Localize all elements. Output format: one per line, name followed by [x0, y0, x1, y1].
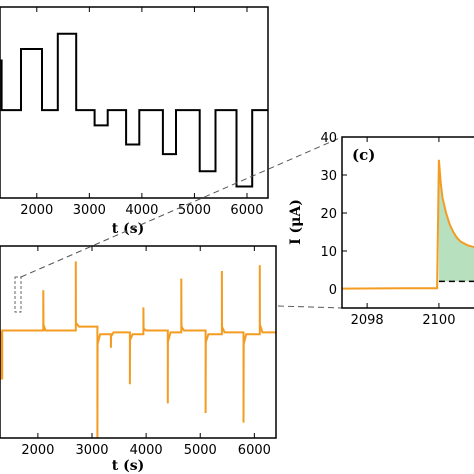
zoom-connector-top — [20, 136, 343, 278]
zoom-connector-bottom — [277, 305, 343, 309]
panel-b-axes-frame — [0, 245, 277, 439]
panel-b: 2000 3000 4000 5000 6000 t (s) — [0, 245, 277, 474]
panel-c-ytick-label: 30 — [320, 169, 337, 184]
panel-c-ytick-label: 20 — [320, 207, 337, 222]
panel-b-xlabel: t (s) — [112, 458, 144, 474]
panel-c-ytick-label: 0 — [329, 283, 337, 298]
panel-a-xlabel: t (s) — [112, 221, 144, 237]
panel-a-xtick-label: 2000 — [20, 203, 53, 218]
panel-c-shaded-area — [438, 159, 474, 282]
panel-a-line-series — [0, 32, 268, 188]
panel-c-ytick-label: 40 — [320, 131, 337, 146]
panel-c-ytick-label: 10 — [320, 245, 337, 260]
panel-a-axes-frame — [0, 6, 269, 199]
panel-c-xtick-label: 2098 — [351, 313, 384, 328]
panel-b-xtick-label: 2000 — [21, 443, 54, 458]
panel-b-xtick-label: 3000 — [75, 443, 108, 458]
panel-c: 2098 2100 0 10 20 30 40 (c) I (μA) — [288, 131, 474, 328]
panel-b-zoom-box — [14, 276, 22, 313]
panel-a-xtick-label: 5000 — [178, 203, 211, 218]
panel-a: 2000 3000 4000 5000 6000 t (s) — [0, 6, 269, 237]
panel-a-xtick-label: 3000 — [73, 203, 106, 218]
panel-b-line-series — [0, 261, 276, 439]
panel-c-line-series — [341, 159, 474, 290]
panel-b-xtick-label: 4000 — [130, 443, 163, 458]
panel-c-axes-frame — [341, 136, 474, 309]
panel-c-label: (c) — [352, 146, 375, 164]
panel-a-xtick-label: 6000 — [230, 203, 263, 218]
panel-a-xtick-label: 4000 — [125, 203, 158, 218]
panel-c-xtick-label: 2100 — [422, 313, 455, 328]
panel-b-xtick-label: 6000 — [238, 443, 271, 458]
panel-c-ylabel: I (μA) — [288, 199, 304, 245]
panel-b-xtick-label: 5000 — [184, 443, 217, 458]
